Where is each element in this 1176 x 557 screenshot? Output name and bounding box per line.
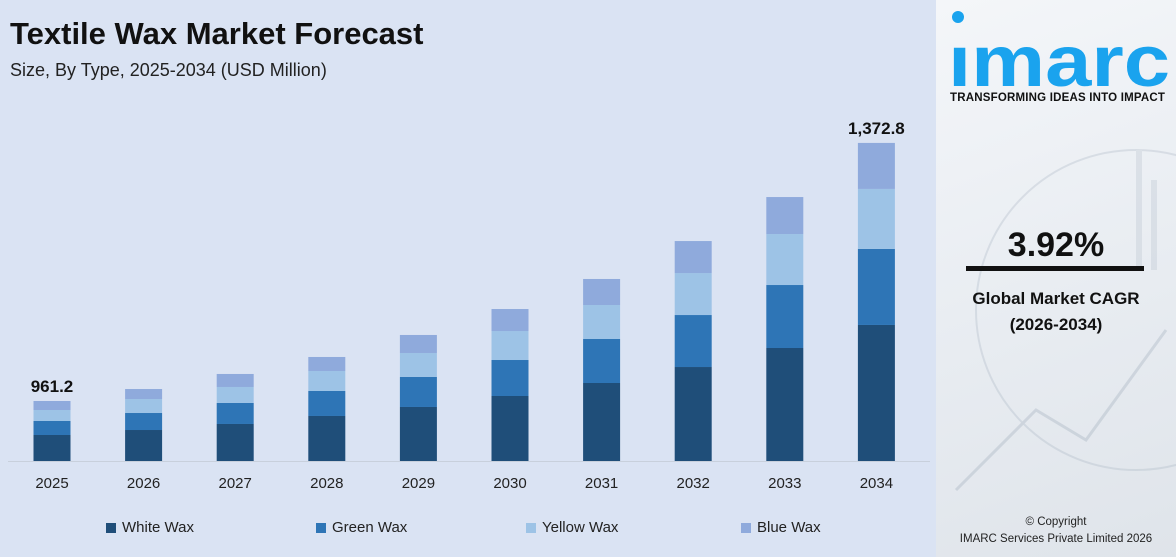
bar-segment-yellow-wax-2025 [33, 409, 71, 421]
bar-segment-yellow-wax-2028 [308, 370, 346, 391]
bar-segment-green-wax-2028 [308, 390, 346, 416]
bar-segment-green-wax-2027 [216, 402, 254, 424]
copyright-line1: © Copyright [1025, 516, 1087, 528]
copyright: © Copyright IMARC Services Private Limit… [936, 514, 1176, 548]
bar-segment-blue-wax-2033 [766, 197, 804, 235]
bar-segment-blue-wax-2032 [674, 241, 712, 274]
bar-segment-green-wax-2033 [766, 285, 804, 349]
bar-segment-white-wax-2029 [399, 406, 437, 461]
cagr-divider [966, 266, 1144, 271]
bar-segment-yellow-wax-2027 [216, 386, 254, 403]
cagr-label: Global Market CAGR (2026-2034) [936, 286, 1176, 338]
x-tick-label: 2033 [768, 475, 801, 492]
data-label-2025: 961.2 [31, 377, 74, 396]
bar-segment-yellow-wax-2031 [583, 304, 621, 339]
bar-segment-blue-wax-2030 [491, 309, 529, 332]
bar-segment-white-wax-2032 [674, 367, 712, 461]
x-tick-label: 2032 [677, 475, 710, 492]
legend-item-white-wax: White Wax [106, 519, 194, 536]
cagr-label-line1: Global Market CAGR [972, 289, 1140, 308]
bar-segment-blue-wax-2025 [33, 400, 71, 410]
svg-text:ımarc: ımarc [948, 22, 1170, 90]
x-tick-label: 2029 [402, 475, 435, 492]
bar-segment-yellow-wax-2029 [399, 352, 437, 377]
bar-segment-white-wax-2026 [125, 430, 163, 461]
x-tick-label: 2034 [860, 475, 893, 492]
stacked-bar-chart: 2025 961.2 2026 2027 2028 2029 2030 2031 2032 203… [8, 119, 930, 492]
bar-segment-green-wax-2025 [33, 420, 71, 435]
chart-legend: White Wax Green Wax Yellow Wax Blue Wax [0, 519, 936, 539]
bar-segment-blue-wax-2027 [216, 373, 254, 387]
legend-swatch [741, 522, 751, 533]
cagr-value: 3.92% [1007, 226, 1105, 264]
x-tick-label: 2030 [493, 475, 526, 492]
bar-segment-blue-wax-2028 [308, 356, 346, 371]
legend-item-blue-wax: Blue Wax [741, 519, 821, 536]
bar-segment-white-wax-2027 [216, 423, 254, 461]
chart-title: Textile Wax Market Forecast [10, 16, 424, 51]
bar-segment-yellow-wax-2033 [766, 234, 804, 286]
x-tick-label: 2026 [127, 475, 160, 492]
legend-label: Yellow Wax [542, 519, 619, 536]
legend-label: Blue Wax [757, 519, 821, 536]
legend-item-green-wax: Green Wax [316, 519, 407, 536]
x-tick-label: 2025 [35, 475, 68, 492]
bar-segment-yellow-wax-2030 [491, 331, 529, 361]
bar-segment-blue-wax-2026 [125, 389, 163, 400]
legend-swatch [316, 522, 326, 533]
legend-swatch [526, 522, 536, 533]
bar-segment-green-wax-2034 [857, 248, 895, 325]
bar-segment-green-wax-2026 [125, 413, 163, 431]
chart-subtitle: Size, By Type, 2025-2034 (USD Million) [10, 60, 327, 80]
background-decor [954, 149, 1176, 492]
info-panel: ımarc TRANSFORMING IDEAS INTO IMPACT 3.9… [936, 0, 1176, 557]
legend-label: Green Wax [332, 519, 408, 536]
bar-segment-white-wax-2028 [308, 415, 346, 461]
imarc-logo: ımarc [948, 11, 1170, 90]
cagr-label-line2: (2026-2034) [1009, 315, 1103, 334]
legend-swatch [106, 522, 116, 533]
brand-tagline: TRANSFORMING IDEAS INTO IMPACT [950, 92, 1166, 104]
copyright-line2: IMARC Services Private Limited 2026 [959, 533, 1153, 545]
bar-segment-blue-wax-2029 [399, 334, 437, 353]
x-tick-label: 2028 [310, 475, 343, 492]
data-label-2034: 1,372.8 [848, 119, 905, 138]
bar-segment-yellow-wax-2026 [125, 399, 163, 414]
bar-segment-white-wax-2025 [33, 434, 71, 461]
bar-segment-white-wax-2031 [583, 382, 621, 461]
legend-item-yellow-wax: Yellow Wax [526, 519, 618, 536]
bar-segment-green-wax-2032 [674, 315, 712, 368]
chart-panel: Textile Wax Market Forecast Size, By Typ… [0, 16, 936, 539]
bar-segment-green-wax-2030 [491, 360, 529, 397]
bar-segment-white-wax-2033 [766, 348, 804, 461]
x-tick-label: 2027 [219, 475, 252, 492]
bar-segment-blue-wax-2034 [857, 142, 895, 189]
bar-segment-white-wax-2030 [491, 396, 529, 461]
bar-segment-green-wax-2031 [583, 338, 621, 383]
x-tick-label: 2031 [585, 475, 618, 492]
bar-segment-blue-wax-2031 [583, 278, 621, 305]
bar-segment-white-wax-2034 [857, 324, 895, 461]
legend-label: White Wax [122, 519, 194, 536]
bar-segment-yellow-wax-2032 [674, 273, 712, 316]
bar-segment-green-wax-2029 [399, 376, 437, 407]
bar-segment-yellow-wax-2034 [857, 188, 895, 249]
